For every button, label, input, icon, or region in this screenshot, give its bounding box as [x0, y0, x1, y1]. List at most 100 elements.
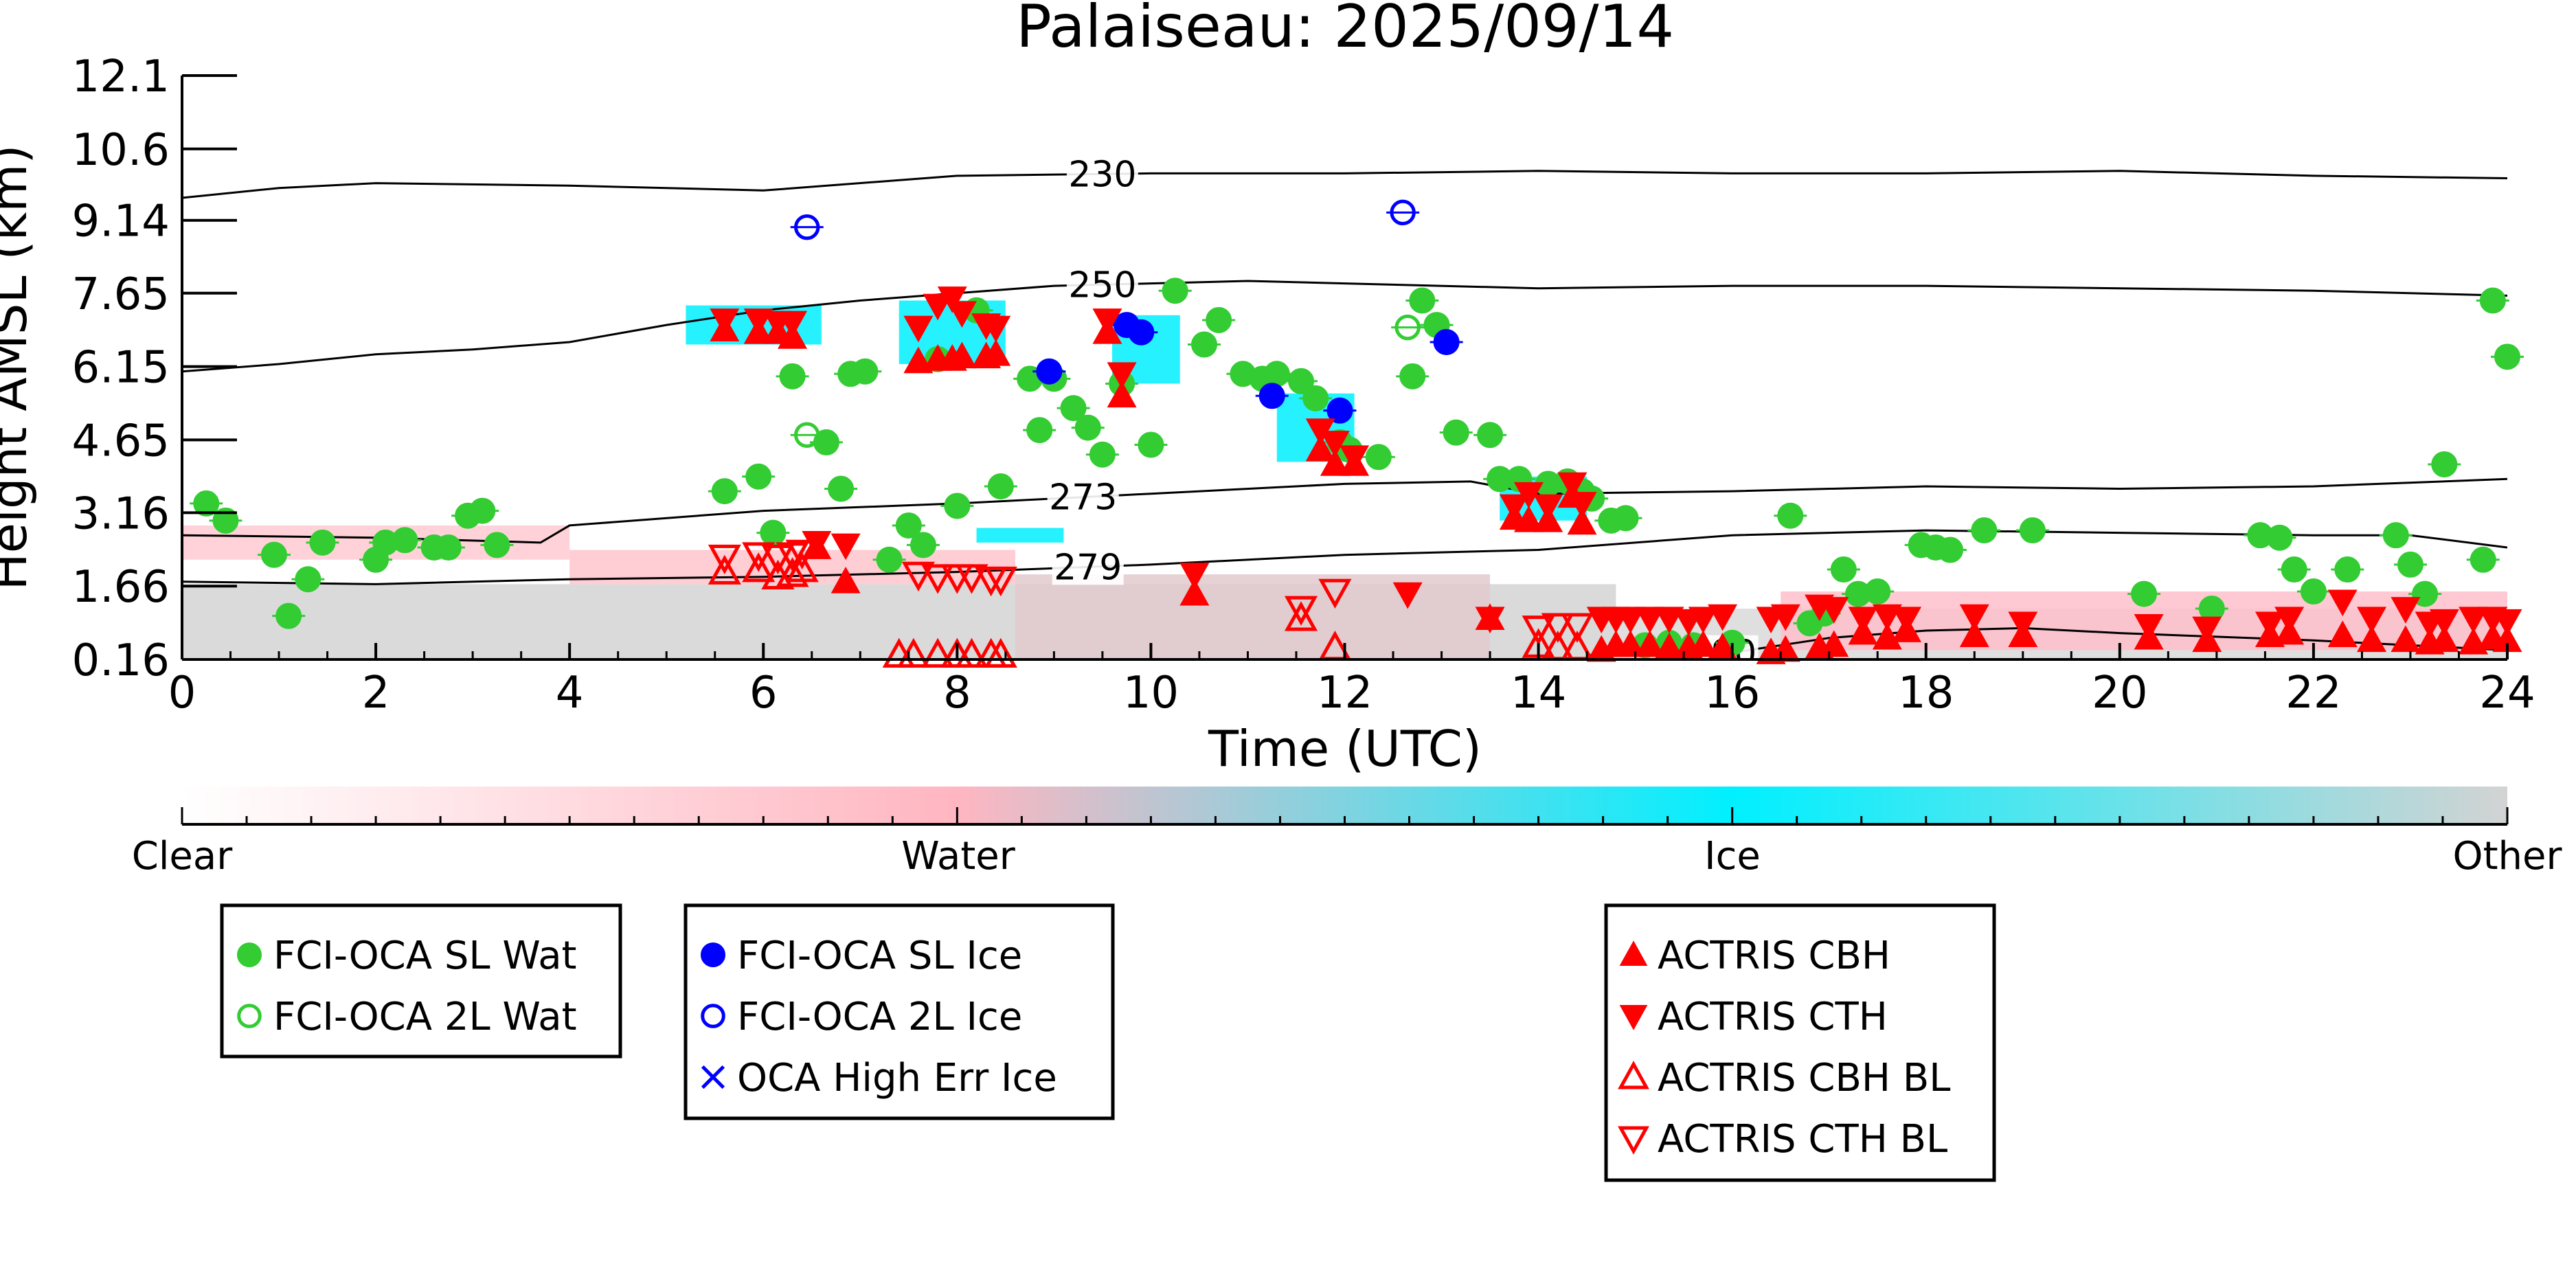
y-tick-label: 7.65 — [72, 269, 170, 320]
colorbar-label-other: Other — [2452, 834, 2562, 879]
legend-label: OCA High Err Ice — [737, 1056, 1057, 1100]
data-point — [708, 544, 741, 575]
data-point — [1318, 578, 1352, 609]
data-point — [876, 546, 903, 573]
data-point — [1770, 635, 1800, 662]
data-point — [1092, 308, 1122, 335]
data-point — [212, 507, 239, 534]
legend-label: ACTRIS CBH BL — [1658, 1056, 1950, 1100]
data-point — [1541, 613, 1574, 643]
x-tick-label: 10 — [1123, 668, 1179, 719]
data-point — [1026, 417, 1053, 444]
contour-line-273 — [182, 477, 2507, 544]
data-point — [831, 533, 861, 561]
data-point — [1060, 395, 1087, 422]
colorbar-label-ice: Ice — [1704, 834, 1761, 879]
data-point — [1819, 630, 1849, 657]
data-point — [1522, 615, 1555, 646]
contour-line-230 — [182, 170, 2507, 199]
data-point — [1864, 578, 1891, 605]
y-axis-label: Height AMSL (km) — [0, 145, 38, 591]
series-actris-cth-bl — [708, 539, 1594, 646]
y-tick-label: 1.66 — [72, 562, 170, 613]
contour-label-bg — [1066, 267, 1138, 303]
data-point — [778, 310, 808, 338]
data-point — [1107, 381, 1137, 408]
contour-line-250 — [182, 280, 2507, 373]
legend-frame — [683, 903, 1115, 1120]
x-tick-label: 24 — [2479, 668, 2535, 719]
legend-label: FCI-OCA 2L Ice — [737, 995, 1022, 1039]
data-point — [944, 493, 971, 519]
data-point — [947, 301, 977, 328]
data-point — [742, 542, 776, 572]
data-point — [2274, 607, 2305, 634]
data-point — [2008, 611, 2038, 639]
legend-marker — [1619, 940, 1648, 966]
data-point — [1654, 607, 1684, 634]
y-tick-label: 4.65 — [72, 416, 170, 466]
data-point — [2470, 546, 2496, 573]
data-point — [785, 552, 819, 583]
data-point — [1937, 536, 1964, 563]
contour-label-bg — [1047, 479, 1119, 515]
data-point — [909, 532, 936, 558]
data-point — [895, 512, 922, 539]
cloud-classification-background — [182, 300, 2507, 659]
data-point — [903, 346, 934, 374]
data-point — [710, 308, 740, 335]
contour-label-250: 250 — [1068, 264, 1136, 306]
data-point — [1036, 358, 1063, 385]
x-tick-label: 14 — [1511, 668, 1566, 719]
data-point — [984, 637, 1017, 668]
data-point — [2131, 580, 2158, 607]
data-point — [2192, 616, 2222, 644]
x-tick-label: 4 — [556, 668, 584, 719]
data-point — [794, 422, 820, 448]
x-axis-ticks: 0 2 4 6 8 10 12 14 16 18 20 22 24 — [168, 643, 2535, 719]
data-point — [1499, 494, 1529, 521]
data-point — [987, 473, 1014, 499]
contour-label-bg — [1066, 156, 1138, 192]
data-point — [1477, 422, 1504, 449]
data-point — [2479, 287, 2506, 314]
data-point — [779, 363, 806, 389]
data-point — [1616, 630, 1646, 657]
legend-label: ACTRIS CTH BL — [1658, 1117, 1947, 1162]
colorbar-ticks — [181, 807, 2509, 824]
data-point — [1263, 361, 1290, 387]
data-point — [1971, 517, 1998, 544]
y-tick-label: 10.6 — [72, 125, 170, 176]
data-point — [193, 490, 220, 517]
data-point — [760, 519, 787, 546]
legend-label: ACTRIS CBH — [1658, 934, 1890, 978]
data-point — [1340, 445, 1370, 473]
temperature-contours: 230250273279290 — [182, 154, 2507, 659]
cloud-height-markers — [190, 199, 2524, 668]
data-point — [896, 637, 930, 668]
data-point — [2327, 620, 2358, 647]
data-point — [1392, 582, 1423, 609]
data-point — [1179, 563, 1210, 589]
data-point — [2281, 556, 2307, 583]
data-point — [828, 475, 855, 502]
data-point — [1089, 441, 1116, 468]
data-point — [1612, 505, 1639, 532]
data-point — [2255, 611, 2285, 639]
data-point — [392, 527, 418, 554]
data-point — [1872, 604, 1902, 631]
data-point — [260, 541, 287, 568]
data-point — [295, 566, 321, 593]
legend-marker — [1618, 1126, 1649, 1155]
colorbar-labels: Clear Water Ice Other — [132, 834, 2563, 879]
data-point — [484, 532, 510, 558]
legend-marker — [1618, 1061, 1649, 1089]
data-point — [794, 214, 820, 240]
data-point — [1190, 331, 1217, 358]
data-point — [1777, 502, 1804, 529]
chart-title: Palaiseau: 2025/09/14 — [1016, 0, 1674, 61]
data-point — [1872, 622, 1902, 650]
data-point — [761, 544, 795, 575]
data-point — [2357, 607, 2387, 634]
legend-box-3: ACTRIS CBH ACTRIS CTH ACTRIS CBH BL ACTRIS … — [1604, 903, 1996, 1182]
